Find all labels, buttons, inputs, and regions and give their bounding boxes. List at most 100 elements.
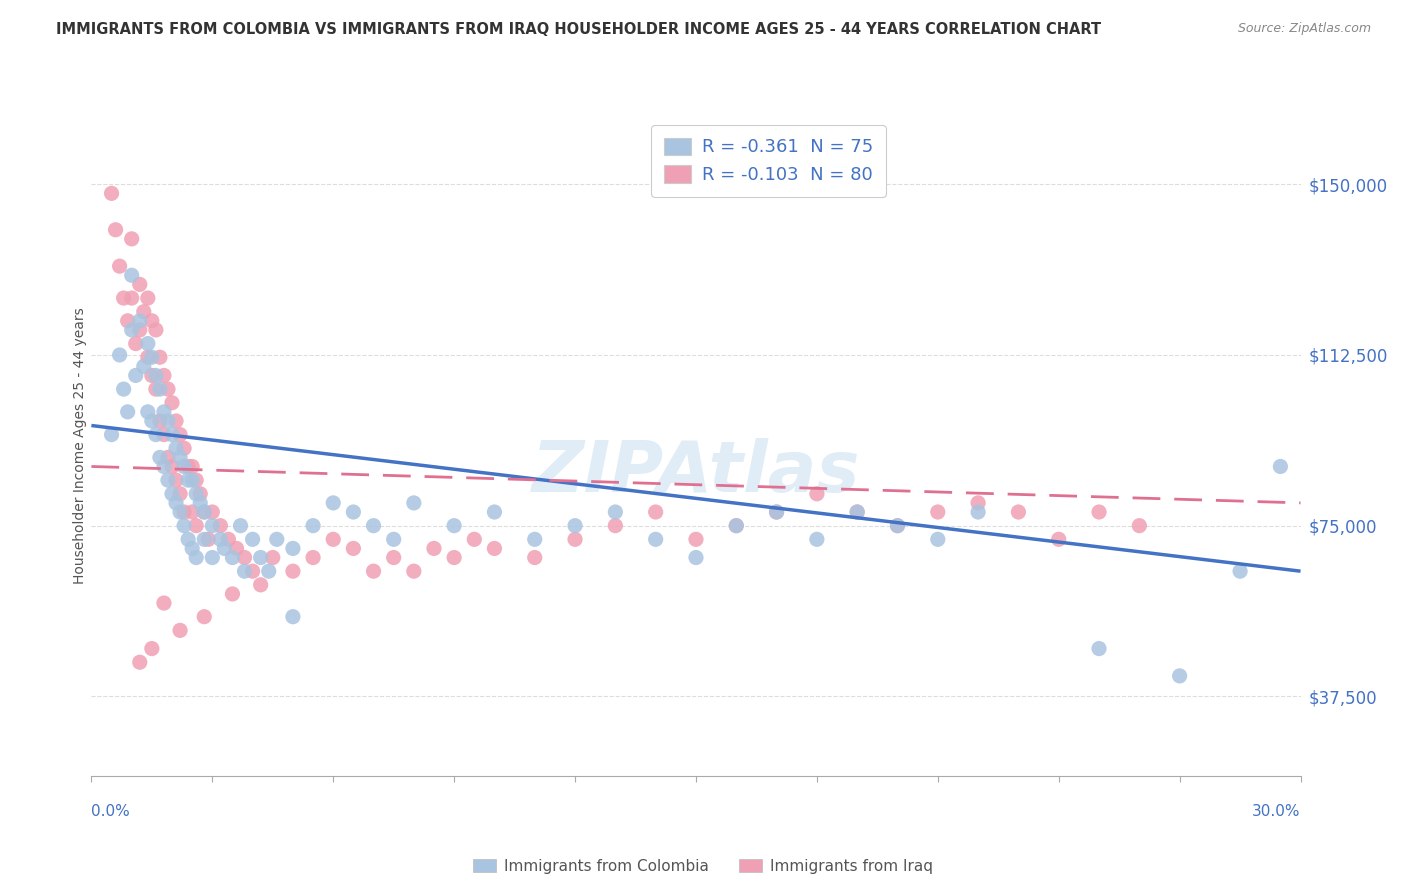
Point [217, 533, 239, 547]
Point [685, 533, 707, 547]
Point [564, 533, 586, 547]
Point [128, 277, 150, 292]
Point [160, 459, 183, 474]
Point [141, 314, 163, 328]
Point [644, 533, 666, 547]
Point [564, 518, 586, 533]
Point [249, 550, 271, 565]
Point [149, 382, 172, 396]
Point [886, 518, 908, 533]
Point [443, 550, 465, 565]
Point [177, 473, 200, 487]
Point [322, 496, 344, 510]
Point [201, 505, 224, 519]
Point [177, 459, 200, 474]
Y-axis label: Householder Income Ages 25 - 44 years: Householder Income Ages 25 - 44 years [73, 308, 87, 584]
Point [886, 518, 908, 533]
Point [160, 427, 183, 442]
Point [644, 505, 666, 519]
Point [242, 533, 264, 547]
Point [765, 505, 787, 519]
Point [193, 505, 215, 519]
Point [221, 587, 243, 601]
Point [229, 518, 252, 533]
Point [249, 578, 271, 592]
Point [233, 564, 256, 578]
Point [132, 359, 155, 374]
Point [463, 533, 485, 547]
Point [117, 314, 139, 328]
Point [128, 655, 150, 669]
Point [141, 350, 163, 364]
Point [281, 609, 304, 624]
Legend: R = -0.361  N = 75, R = -0.103  N = 80: R = -0.361 N = 75, R = -0.103 N = 80 [651, 125, 886, 197]
Point [121, 268, 143, 283]
Point [846, 505, 869, 519]
Point [685, 550, 707, 565]
Point [302, 518, 325, 533]
Point [100, 186, 122, 201]
Point [402, 496, 425, 510]
Point [121, 323, 143, 337]
Point [173, 442, 195, 456]
Point [221, 550, 243, 565]
Point [169, 624, 191, 638]
Point [423, 541, 446, 556]
Point [188, 487, 211, 501]
Point [209, 533, 232, 547]
Text: 0.0%: 0.0% [91, 805, 131, 819]
Point [132, 304, 155, 318]
Point [165, 414, 187, 428]
Point [186, 518, 208, 533]
Text: ZIPAtlas: ZIPAtlas [531, 438, 860, 507]
Point [112, 291, 135, 305]
Point [257, 564, 280, 578]
Point [136, 350, 159, 364]
Point [165, 496, 187, 510]
Point [141, 641, 163, 656]
Point [149, 450, 172, 465]
Point [225, 541, 247, 556]
Point [108, 348, 131, 362]
Point [136, 405, 159, 419]
Point [281, 564, 304, 578]
Point [145, 427, 167, 442]
Point [302, 550, 325, 565]
Point [193, 533, 215, 547]
Point [141, 414, 163, 428]
Point [165, 442, 187, 456]
Point [193, 609, 215, 624]
Point [443, 518, 465, 533]
Point [523, 550, 546, 565]
Point [806, 487, 828, 501]
Point [153, 405, 176, 419]
Point [233, 550, 256, 565]
Point [145, 368, 167, 383]
Point [181, 473, 204, 487]
Text: IMMIGRANTS FROM COLOMBIA VS IMMIGRANTS FROM IRAQ HOUSEHOLDER INCOME AGES 25 - 44: IMMIGRANTS FROM COLOMBIA VS IMMIGRANTS F… [56, 22, 1101, 37]
Point [363, 518, 385, 533]
Point [214, 541, 236, 556]
Point [156, 450, 179, 465]
Point [153, 368, 176, 383]
Point [605, 505, 627, 519]
Point [201, 518, 224, 533]
Point [186, 473, 208, 487]
Point [173, 459, 195, 474]
Point [125, 368, 148, 383]
Point [112, 382, 135, 396]
Point [160, 487, 183, 501]
Point [193, 505, 215, 519]
Text: Source: ZipAtlas.com: Source: ZipAtlas.com [1237, 22, 1371, 36]
Point [125, 336, 148, 351]
Point [382, 550, 405, 565]
Point [186, 487, 208, 501]
Point [725, 518, 748, 533]
Point [156, 414, 179, 428]
Point [153, 427, 176, 442]
Point [188, 496, 211, 510]
Point [149, 350, 172, 364]
Point [177, 533, 200, 547]
Point [169, 450, 191, 465]
Point [145, 323, 167, 337]
